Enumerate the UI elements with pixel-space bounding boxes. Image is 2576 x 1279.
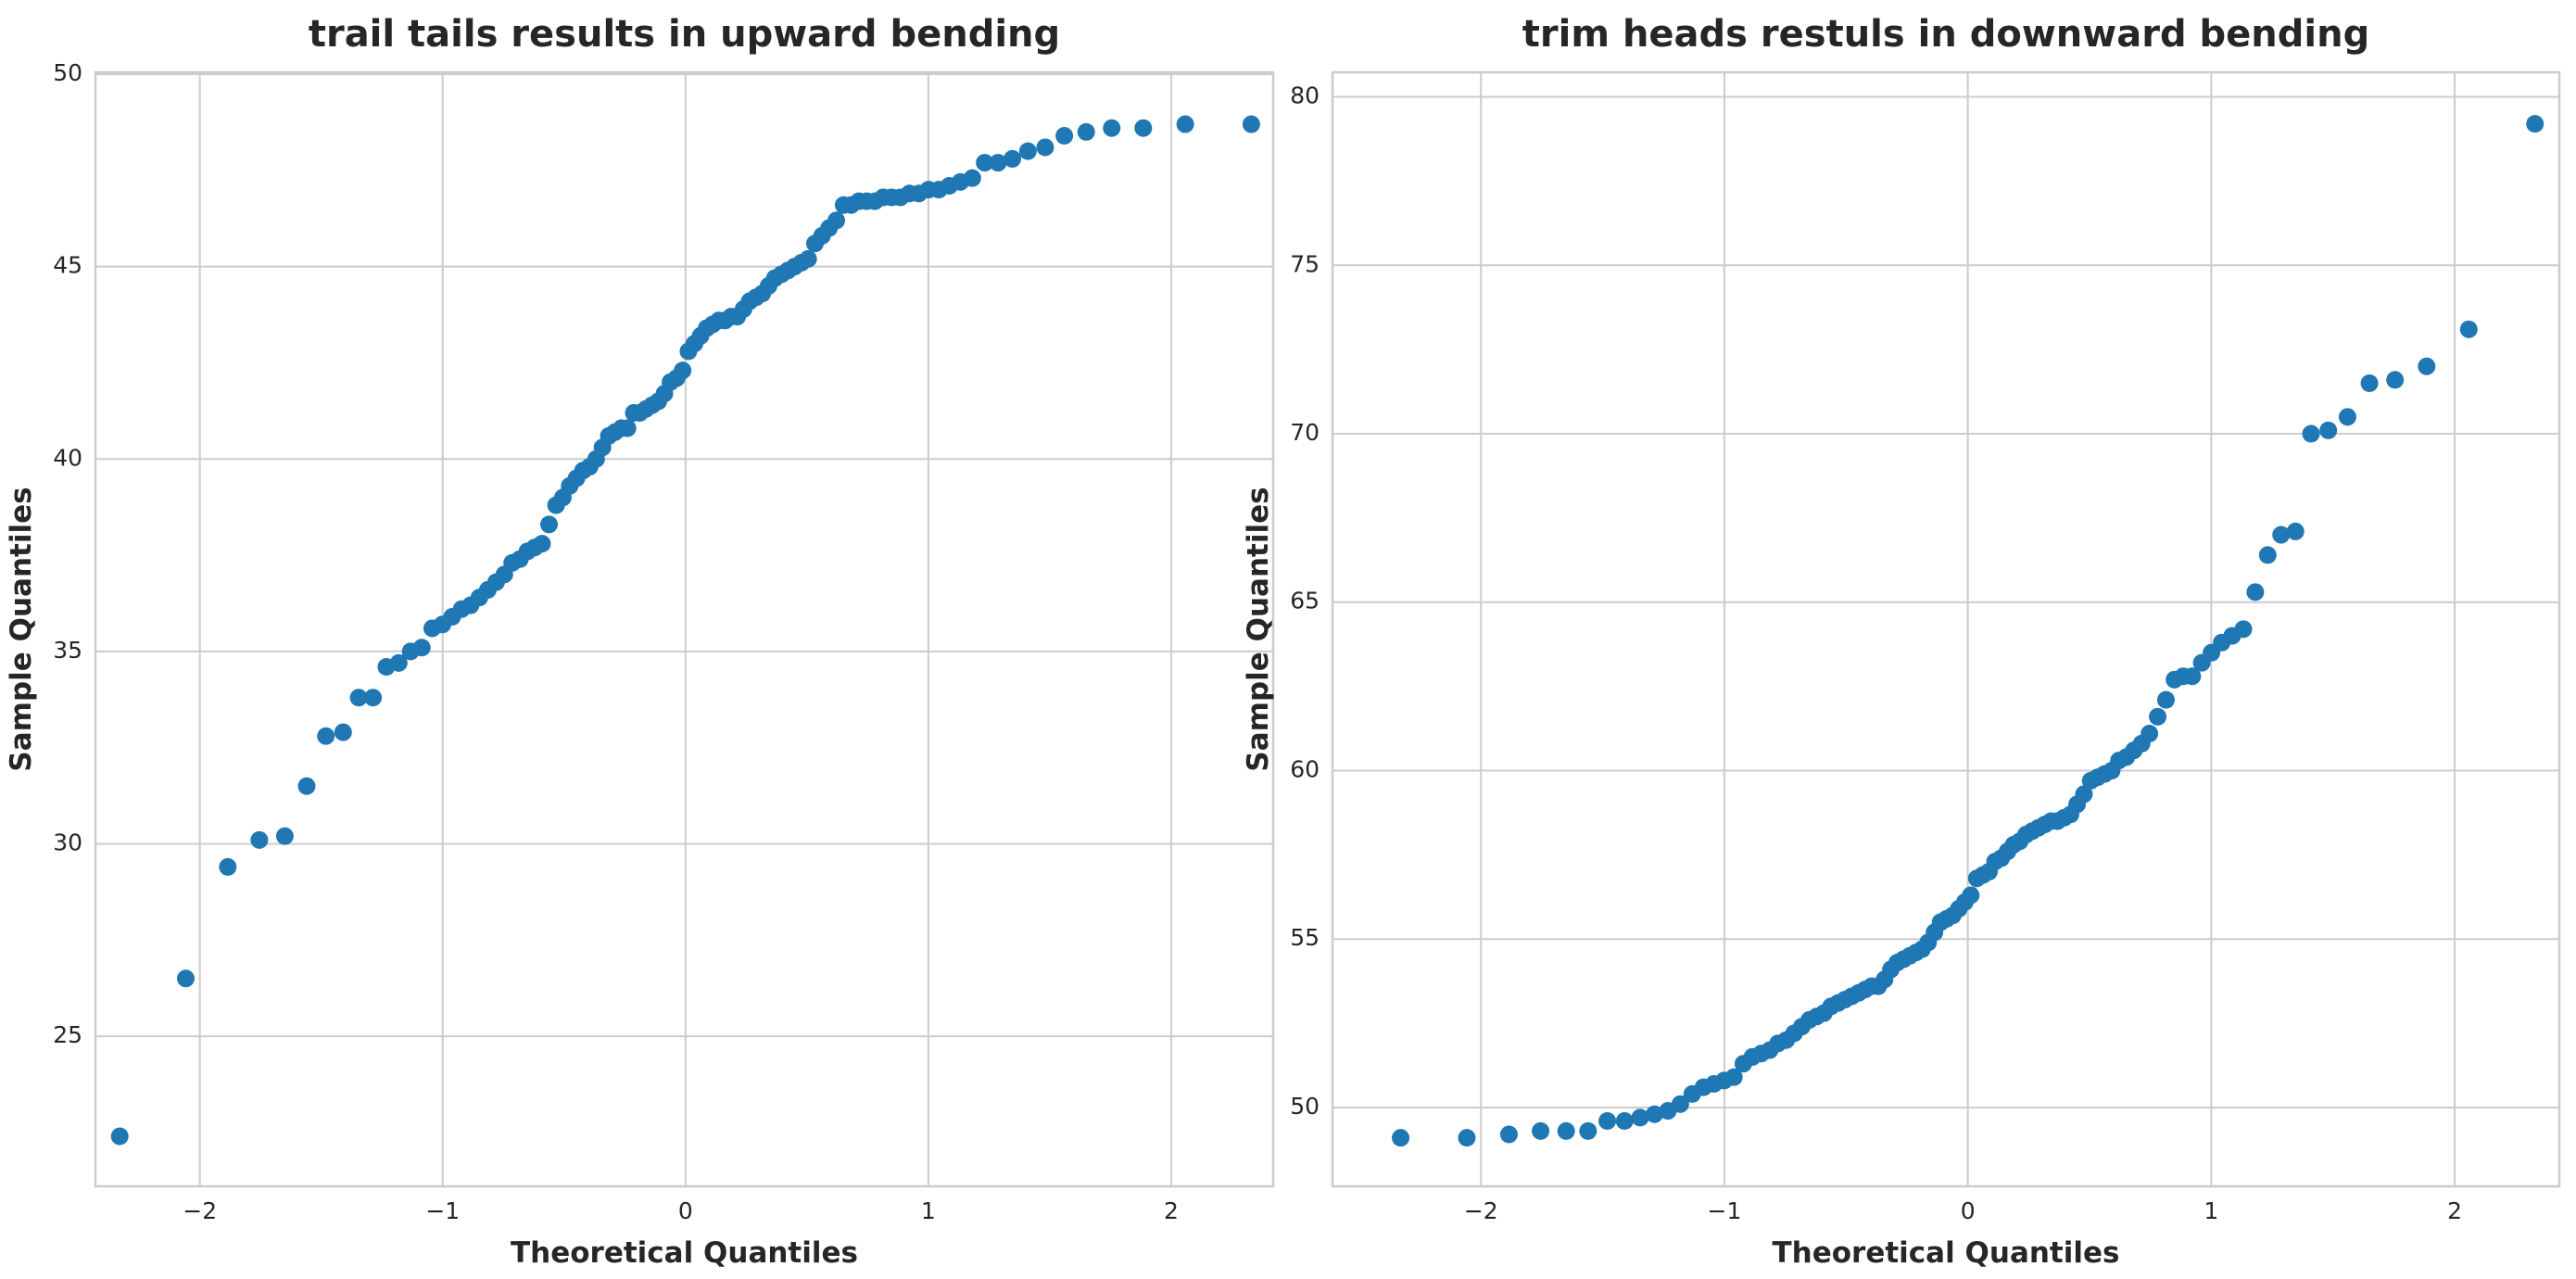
y-tick-label: 45 xyxy=(53,252,82,279)
point xyxy=(2319,421,2338,439)
point xyxy=(2459,320,2478,338)
point xyxy=(1579,1121,1597,1140)
point xyxy=(2075,785,2093,804)
point xyxy=(2286,522,2305,540)
point xyxy=(963,169,981,187)
x-tick-label: −1 xyxy=(425,1197,460,1224)
chart-title: trail tails results in upward bending xyxy=(309,13,1060,56)
point xyxy=(2234,620,2253,639)
point xyxy=(1598,1111,1617,1130)
y-tick-label: 55 xyxy=(1290,924,1320,951)
point xyxy=(1134,119,1153,137)
axes-frame xyxy=(94,70,1275,1188)
point xyxy=(1055,127,1074,146)
point xyxy=(1631,1108,1649,1127)
point xyxy=(1557,1121,1575,1140)
point xyxy=(334,723,352,741)
x-axis-label: Theoretical Quantiles xyxy=(1773,1236,2120,1270)
point xyxy=(349,689,368,707)
point xyxy=(1004,149,1022,168)
point xyxy=(1646,1105,1664,1123)
point xyxy=(618,419,637,437)
point xyxy=(827,211,846,230)
x-tick-label: 0 xyxy=(678,1197,693,1224)
point xyxy=(110,1127,129,1146)
point xyxy=(2258,546,2277,564)
point xyxy=(2302,424,2320,443)
point xyxy=(2156,690,2175,709)
y-tick-label: 75 xyxy=(1290,250,1320,277)
point xyxy=(1724,1068,1743,1086)
y-tick-label: 30 xyxy=(53,829,82,855)
point xyxy=(1392,1129,1410,1147)
point xyxy=(2149,707,2167,726)
point xyxy=(1532,1121,1550,1140)
point xyxy=(2386,371,2405,389)
point xyxy=(219,857,237,876)
point xyxy=(989,154,1007,172)
x-tick-label: 1 xyxy=(921,1197,936,1224)
y-tick-label: 25 xyxy=(53,1021,82,1048)
x-tick-label: −2 xyxy=(1464,1197,1498,1224)
point xyxy=(2418,357,2436,375)
point xyxy=(1671,1095,1689,1113)
y-axis-label: Sample Quantiles xyxy=(1242,487,1275,771)
point xyxy=(1176,115,1194,133)
y-tick-label: 80 xyxy=(1290,82,1320,109)
point xyxy=(2526,115,2544,133)
point xyxy=(1242,115,1260,133)
point xyxy=(1615,1111,1634,1130)
point xyxy=(2183,667,2202,686)
point xyxy=(2272,526,2291,544)
point xyxy=(799,249,817,268)
x-tick-label: −1 xyxy=(1708,1197,1742,1224)
y-tick-label: 50 xyxy=(53,59,82,86)
point xyxy=(540,515,559,534)
x-tick-label: 2 xyxy=(1164,1197,1179,1224)
point xyxy=(1103,119,1121,137)
y-tick-label: 40 xyxy=(53,444,82,471)
point xyxy=(2338,408,2356,426)
x-tick-label: 1 xyxy=(2203,1197,2218,1224)
y-tick-label: 70 xyxy=(1290,419,1320,446)
point xyxy=(317,727,335,745)
point xyxy=(976,154,994,172)
y-tick-label: 35 xyxy=(53,637,82,664)
point xyxy=(1036,138,1054,157)
point xyxy=(2140,724,2159,742)
point xyxy=(275,827,294,845)
chart-title: trim heads restuls in downward bending xyxy=(1522,13,2369,56)
point xyxy=(364,689,383,707)
y-tick-label: 50 xyxy=(1290,1093,1320,1120)
point xyxy=(250,830,269,849)
point xyxy=(389,653,408,672)
x-axis-label: Theoretical Quantiles xyxy=(511,1236,858,1270)
point xyxy=(2360,374,2379,392)
point xyxy=(1499,1125,1518,1144)
x-tick-label: 2 xyxy=(2447,1197,2462,1224)
x-tick-label: −2 xyxy=(183,1197,217,1224)
axes-frame xyxy=(1331,70,2561,1188)
point xyxy=(1018,142,1037,160)
x-tick-label: 0 xyxy=(1961,1197,1976,1224)
point xyxy=(412,639,431,657)
point xyxy=(674,361,692,380)
point xyxy=(1962,886,1980,905)
point xyxy=(297,777,316,795)
y-axis-label: Sample Quantiles xyxy=(5,487,38,771)
point xyxy=(2246,583,2265,602)
point xyxy=(533,535,551,553)
point xyxy=(176,969,195,988)
y-tick-label: 65 xyxy=(1290,588,1320,614)
point xyxy=(1458,1129,1476,1147)
point xyxy=(1077,122,1095,141)
y-tick-label: 60 xyxy=(1290,755,1320,782)
